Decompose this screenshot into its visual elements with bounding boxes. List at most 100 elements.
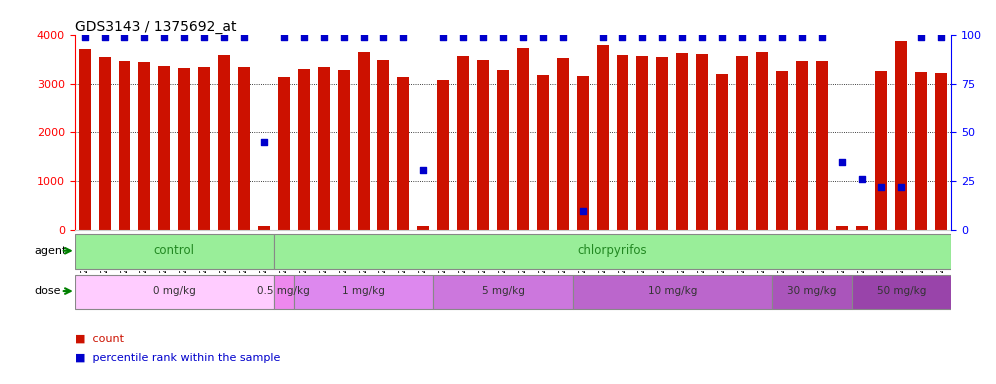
Point: [794, 33, 810, 40]
Text: chlorpyrifos: chlorpyrifos: [578, 244, 647, 257]
Point: [714, 33, 730, 40]
Point: [176, 33, 192, 40]
Text: 1 mg/kg: 1 mg/kg: [342, 286, 385, 296]
Point: [515, 33, 531, 40]
Text: ■  percentile rank within the sample: ■ percentile rank within the sample: [75, 353, 280, 363]
Bar: [816, 61, 828, 230]
Point: [734, 33, 750, 40]
Bar: [517, 48, 529, 230]
Point: [415, 167, 431, 173]
Bar: [377, 60, 389, 230]
Point: [575, 208, 591, 214]
Bar: [696, 54, 708, 230]
Point: [814, 33, 830, 40]
Point: [674, 33, 690, 40]
Point: [77, 33, 93, 40]
Text: ■  count: ■ count: [75, 334, 124, 344]
FancyBboxPatch shape: [75, 275, 274, 309]
Point: [196, 33, 212, 40]
FancyBboxPatch shape: [852, 275, 951, 309]
Bar: [318, 67, 330, 230]
Point: [495, 33, 511, 40]
Point: [595, 33, 611, 40]
Point: [117, 33, 132, 40]
Point: [535, 33, 551, 40]
Bar: [338, 70, 350, 230]
Point: [654, 33, 670, 40]
Bar: [736, 56, 748, 230]
Point: [375, 33, 391, 40]
Bar: [258, 225, 270, 230]
Text: 10 mg/kg: 10 mg/kg: [647, 286, 697, 296]
Bar: [79, 49, 91, 230]
Bar: [557, 58, 569, 230]
Point: [256, 139, 272, 146]
Text: 50 mg/kg: 50 mg/kg: [876, 286, 926, 296]
Text: 5 mg/kg: 5 mg/kg: [481, 286, 525, 296]
Bar: [895, 41, 907, 230]
Bar: [397, 77, 409, 230]
Text: 0.5 mg/kg: 0.5 mg/kg: [258, 286, 310, 296]
FancyBboxPatch shape: [274, 234, 951, 269]
Bar: [437, 79, 449, 230]
Point: [615, 33, 630, 40]
FancyBboxPatch shape: [75, 234, 274, 269]
Point: [97, 33, 113, 40]
Bar: [716, 74, 728, 230]
Bar: [238, 67, 250, 230]
FancyBboxPatch shape: [772, 275, 852, 309]
Bar: [935, 73, 947, 230]
Bar: [138, 63, 150, 230]
Point: [316, 33, 332, 40]
Bar: [278, 77, 290, 230]
Point: [236, 33, 252, 40]
Text: agent: agent: [35, 246, 68, 256]
Point: [156, 33, 172, 40]
Point: [834, 159, 850, 165]
Point: [555, 33, 571, 40]
Point: [296, 33, 312, 40]
Point: [933, 33, 949, 40]
Text: control: control: [153, 244, 195, 257]
Bar: [417, 227, 429, 230]
Point: [435, 33, 451, 40]
Bar: [537, 75, 549, 230]
Bar: [218, 55, 230, 230]
FancyBboxPatch shape: [274, 275, 294, 309]
Bar: [198, 67, 210, 230]
Bar: [796, 61, 808, 230]
Bar: [617, 55, 628, 230]
Bar: [457, 56, 469, 230]
Bar: [477, 60, 489, 230]
Point: [854, 176, 870, 182]
Bar: [756, 52, 768, 230]
Point: [774, 33, 790, 40]
Point: [455, 33, 471, 40]
Bar: [119, 61, 130, 230]
Point: [694, 33, 710, 40]
Point: [754, 33, 770, 40]
Bar: [636, 56, 648, 230]
FancyBboxPatch shape: [294, 275, 433, 309]
Point: [136, 33, 152, 40]
Point: [276, 33, 292, 40]
Text: 30 mg/kg: 30 mg/kg: [787, 286, 837, 296]
Text: GDS3143 / 1375692_at: GDS3143 / 1375692_at: [75, 20, 236, 33]
Point: [873, 184, 889, 190]
Point: [634, 33, 650, 40]
Point: [336, 33, 352, 40]
Bar: [836, 225, 848, 230]
Point: [475, 33, 491, 40]
Bar: [298, 70, 310, 230]
Point: [913, 33, 929, 40]
Point: [893, 184, 909, 190]
Bar: [915, 72, 927, 230]
Bar: [656, 56, 668, 230]
Bar: [676, 53, 688, 230]
Point: [395, 33, 411, 40]
Bar: [856, 227, 868, 230]
Bar: [358, 52, 370, 230]
Bar: [875, 71, 887, 230]
Point: [216, 33, 232, 40]
Bar: [776, 71, 788, 230]
